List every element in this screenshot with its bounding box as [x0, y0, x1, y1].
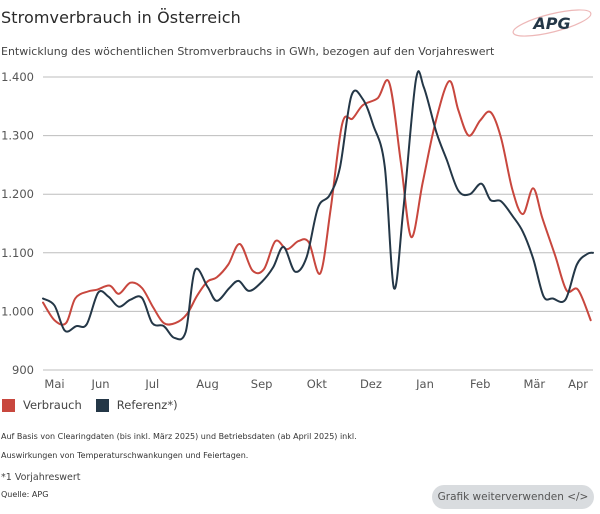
- grid-lines: [43, 76, 593, 371]
- y-tick-label: 1.200: [1, 187, 34, 201]
- footnote: *1 Vorjahreswert: [1, 472, 81, 483]
- x-tick-label: Feb: [470, 377, 490, 390]
- x-tick-label: Okt: [307, 377, 328, 390]
- series-lines: [42, 70, 594, 341]
- series-line-verbrauch[interactable]: [42, 79, 592, 326]
- x-tick-label: Jan: [415, 377, 434, 390]
- legend-label-referenz: Referenz*): [116, 398, 178, 412]
- x-tick-label: Aug: [196, 377, 218, 390]
- y-tick-label: 1.400: [1, 70, 34, 84]
- x-tick-label: Mär: [523, 377, 545, 390]
- apg-logo: APG: [512, 9, 592, 37]
- chart-subtitle: Entwicklung des wöchentlichen Stromverbr…: [1, 45, 495, 58]
- note-line-1: Auf Basis von Clearingdaten (bis inkl. M…: [1, 432, 357, 441]
- x-axis-ticks: Mai Jun Jul Aug Sep Okt Dez Jan Feb Mär Apr: [44, 377, 588, 390]
- legend-item-verbrauch[interactable]: Verbrauch: [2, 398, 82, 412]
- series-line-referenz[interactable]: [42, 70, 594, 341]
- x-tick-label: Apr: [568, 377, 588, 390]
- x-tick-label: Jul: [144, 377, 159, 390]
- legend-swatch-verbrauch: [2, 398, 15, 412]
- x-tick-label: Mai: [44, 377, 64, 390]
- y-axis-ticks: 900 1.000 1.100 1.200 1.300 1.400: [1, 70, 34, 377]
- source-label: Quelle: APG: [1, 490, 49, 499]
- logo-text: APG: [531, 14, 570, 33]
- note-line-2: Auswirkungen von Temperaturschwankungen …: [1, 451, 249, 460]
- y-tick-label: 1.300: [1, 129, 34, 143]
- legend-label-verbrauch: Verbrauch: [23, 398, 82, 412]
- y-tick-label: 900: [12, 363, 34, 377]
- y-tick-label: 1.100: [1, 246, 34, 260]
- reuse-graphic-button[interactable]: Grafik weiterverwenden </>: [432, 485, 594, 509]
- x-tick-label: Sep: [251, 377, 273, 390]
- x-tick-label: Jun: [91, 377, 110, 390]
- y-tick-label: 1.000: [1, 304, 34, 318]
- x-tick-label: Dez: [360, 377, 382, 390]
- legend-swatch-referenz: [95, 398, 109, 412]
- line-chart: 900 1.000 1.100 1.200 1.300 1.400 Mai Jun Jul Au…: [1, 70, 594, 390]
- legend: Verbrauch Referenz*): [2, 398, 192, 412]
- chart-title: Stromverbrauch in Österreich: [1, 8, 241, 27]
- legend-item-referenz[interactable]: Referenz*): [95, 398, 178, 412]
